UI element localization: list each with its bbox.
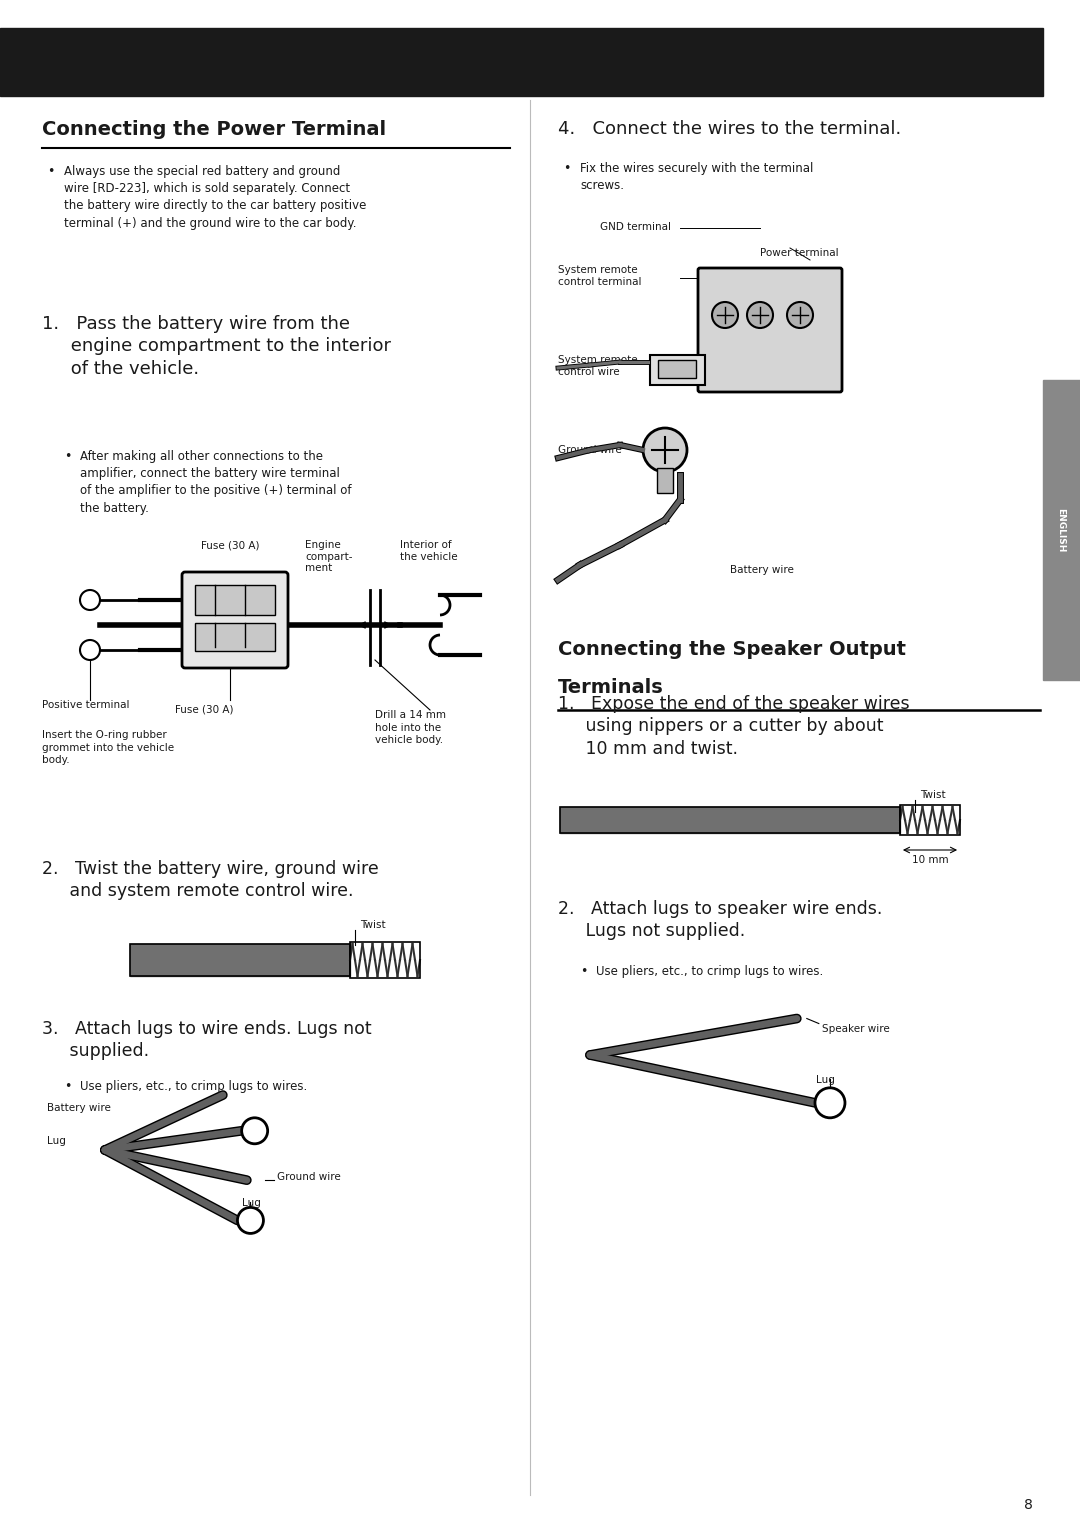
Circle shape <box>242 1118 268 1144</box>
Text: Lug: Lug <box>242 1199 261 1208</box>
Text: Engine
compart-
ment: Engine compart- ment <box>305 540 352 573</box>
Text: Lug: Lug <box>48 1136 66 1145</box>
Text: 10 mm: 10 mm <box>912 855 948 865</box>
Text: 1.   Expose the end of the speaker wires
     using nippers or a cutter by about: 1. Expose the end of the speaker wires u… <box>558 694 909 757</box>
Text: Ground wire: Ground wire <box>276 1173 340 1182</box>
Text: After making all other connections to the
amplifier, connect the battery wire te: After making all other connections to th… <box>80 451 351 515</box>
Text: Lug: Lug <box>815 1075 835 1085</box>
Bar <box>130 944 350 977</box>
Bar <box>657 468 673 494</box>
Text: •: • <box>563 162 570 175</box>
Text: Use pliers, etc., to crimp lugs to wires.: Use pliers, etc., to crimp lugs to wires… <box>596 964 823 978</box>
Bar <box>900 805 960 835</box>
Bar <box>0 28 1043 97</box>
FancyBboxPatch shape <box>183 572 288 668</box>
Text: 2.   Attach lugs to speaker wire ends.
     Lugs not supplied.: 2. Attach lugs to speaker wire ends. Lug… <box>558 900 882 940</box>
Bar <box>195 622 275 652</box>
Circle shape <box>787 302 813 328</box>
Bar <box>195 586 275 615</box>
Bar <box>350 941 420 978</box>
Text: Speaker wire: Speaker wire <box>822 1024 890 1033</box>
Text: GND terminal: GND terminal <box>600 222 671 231</box>
Text: Twist: Twist <box>920 789 946 800</box>
Text: Battery wire: Battery wire <box>48 1104 111 1113</box>
Text: •: • <box>48 166 54 178</box>
Text: Fix the wires securely with the terminal
screws.: Fix the wires securely with the terminal… <box>580 162 813 192</box>
Circle shape <box>747 302 773 328</box>
Text: Power terminal: Power terminal <box>760 248 839 258</box>
Circle shape <box>643 428 687 472</box>
Text: 8: 8 <box>1024 1498 1032 1512</box>
Bar <box>650 356 705 385</box>
Text: 1.   Pass the battery wire from the
     engine compartment to the interior
    : 1. Pass the battery wire from the engine… <box>42 314 391 379</box>
Text: Insert the O-ring rubber
grommet into the vehicle
body.: Insert the O-ring rubber grommet into th… <box>42 730 174 765</box>
Text: 4.   Connect the wires to the terminal.: 4. Connect the wires to the terminal. <box>558 120 901 138</box>
Text: Use pliers, etc., to crimp lugs to wires.: Use pliers, etc., to crimp lugs to wires… <box>80 1081 307 1093</box>
Circle shape <box>712 302 738 328</box>
Text: •: • <box>580 964 588 978</box>
Text: Ground wire: Ground wire <box>558 445 622 455</box>
Text: 2.   Twist the battery wire, ground wire
     and system remote control wire.: 2. Twist the battery wire, ground wire a… <box>42 860 379 900</box>
Text: Fuse (30 A): Fuse (30 A) <box>201 540 259 550</box>
Text: •: • <box>64 451 71 463</box>
Text: Positive terminal: Positive terminal <box>42 701 130 710</box>
Text: Battery wire: Battery wire <box>730 566 794 575</box>
Bar <box>1043 380 1080 681</box>
Text: 3.   Attach lugs to wire ends. Lugs not
     supplied.: 3. Attach lugs to wire ends. Lugs not su… <box>42 1019 372 1061</box>
Text: Interior of
the vehicle: Interior of the vehicle <box>400 540 458 561</box>
Text: System remote
control wire: System remote control wire <box>558 356 637 377</box>
Text: Connecting the Power Terminal: Connecting the Power Terminal <box>42 120 387 140</box>
Text: Terminals: Terminals <box>558 678 664 698</box>
Circle shape <box>238 1208 264 1234</box>
Bar <box>561 806 900 832</box>
Bar <box>130 944 350 977</box>
Circle shape <box>815 1088 845 1118</box>
Text: Drill a 14 mm
hole into the
vehicle body.: Drill a 14 mm hole into the vehicle body… <box>375 710 446 745</box>
Bar <box>561 806 900 832</box>
Text: •: • <box>64 1081 71 1093</box>
FancyBboxPatch shape <box>698 268 842 392</box>
Text: Fuse (30 A): Fuse (30 A) <box>175 705 233 714</box>
Text: Twist: Twist <box>360 920 386 931</box>
Text: System remote
control terminal: System remote control terminal <box>558 265 642 287</box>
Bar <box>658 360 696 379</box>
Text: ENGLISH: ENGLISH <box>1056 507 1066 552</box>
Text: Connecting the Speaker Output: Connecting the Speaker Output <box>558 639 906 659</box>
Text: Always use the special red battery and ground
wire [RD-223], which is sold separ: Always use the special red battery and g… <box>64 166 366 230</box>
